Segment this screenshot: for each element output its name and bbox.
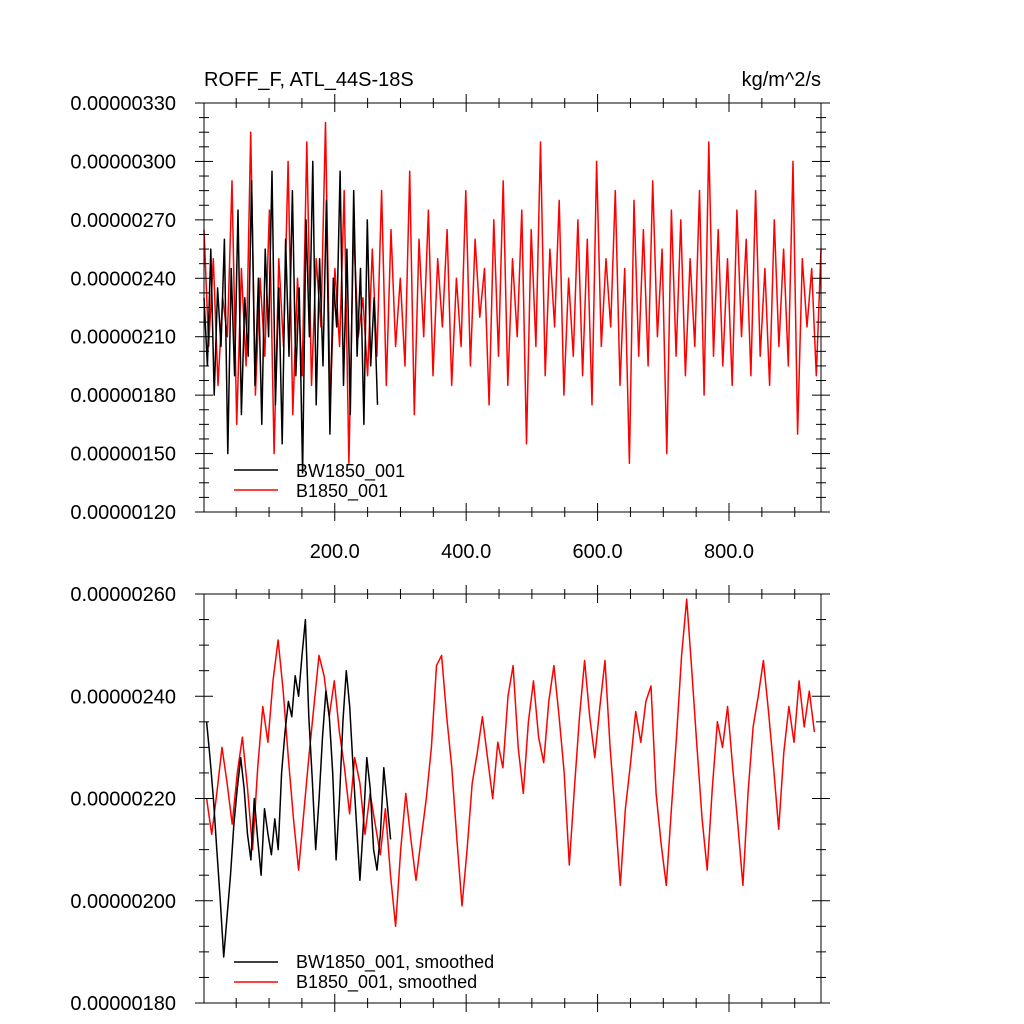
top-y-tick-label: 0.00000180 bbox=[70, 385, 176, 407]
top-y-tick-label: 0.00000270 bbox=[70, 210, 176, 232]
top-y-tick-label: 0.00000210 bbox=[70, 327, 176, 349]
top-series-group bbox=[203, 121, 822, 474]
top-series-b1850-001 bbox=[203, 121, 822, 465]
top-axes-group: 200.0 400.0 600.0 800.0 0.00000120 0.00000150… bbox=[70, 93, 830, 563]
bottom-legend-label-bw1850: BW1850_001, smoothed bbox=[296, 952, 494, 973]
top-series-bw1850-001 bbox=[203, 160, 379, 474]
bottom-panel: 0.00000180 0.00000200 0.00000220 0.00000240… bbox=[70, 584, 830, 1015]
bottom-y-tick-label: 0.00000200 bbox=[70, 891, 176, 913]
top-panel-units: kg/m^2/s bbox=[742, 69, 821, 91]
top-y-tick-label: 0.00000150 bbox=[70, 444, 176, 466]
top-x-tick-label: 600.0 bbox=[573, 541, 623, 563]
top-y-tick-label: 0.00000300 bbox=[70, 151, 176, 173]
bottom-axes-group: 0.00000180 0.00000200 0.00000220 0.00000240… bbox=[70, 584, 830, 1015]
bottom-legend-label-b1850: B1850_001, smoothed bbox=[296, 972, 477, 993]
top-legend: BW1850_001 B1850_001 bbox=[234, 461, 405, 502]
top-x-tick-label: 200.0 bbox=[310, 541, 360, 563]
bottom-legend: BW1850_001, smoothed B1850_001, smoothed bbox=[234, 952, 494, 993]
bottom-y-tick-label: 0.00000240 bbox=[70, 686, 176, 708]
top-x-tick-label: 400.0 bbox=[441, 541, 491, 563]
bottom-series-b1850-001-smoothed bbox=[205, 598, 816, 928]
top-x-tick-label: 800.0 bbox=[704, 541, 754, 563]
bottom-plot-frame bbox=[203, 593, 822, 1004]
top-panel-title: ROFF_F, ATL_44S-18S bbox=[204, 69, 414, 91]
top-y-tick-label: 0.00000120 bbox=[70, 502, 176, 524]
bottom-y-tick-label: 0.00000220 bbox=[70, 789, 176, 811]
top-y-tick-label: 0.00000330 bbox=[70, 93, 176, 115]
bottom-y-tick-label: 0.00000260 bbox=[70, 584, 176, 606]
top-legend-label-bw1850: BW1850_001 bbox=[296, 461, 405, 482]
bottom-series-group bbox=[205, 598, 816, 958]
top-legend-label-b1850: B1850_001 bbox=[296, 481, 388, 502]
bottom-y-tick-label: 0.00000180 bbox=[70, 993, 176, 1015]
top-panel: ROFF_F, ATL_44S-18S kg/m^2/s 200.0 400.0 6… bbox=[70, 69, 830, 563]
bottom-series-bw1850-001-smoothed bbox=[205, 618, 392, 958]
top-y-tick-label: 0.00000240 bbox=[70, 268, 176, 290]
